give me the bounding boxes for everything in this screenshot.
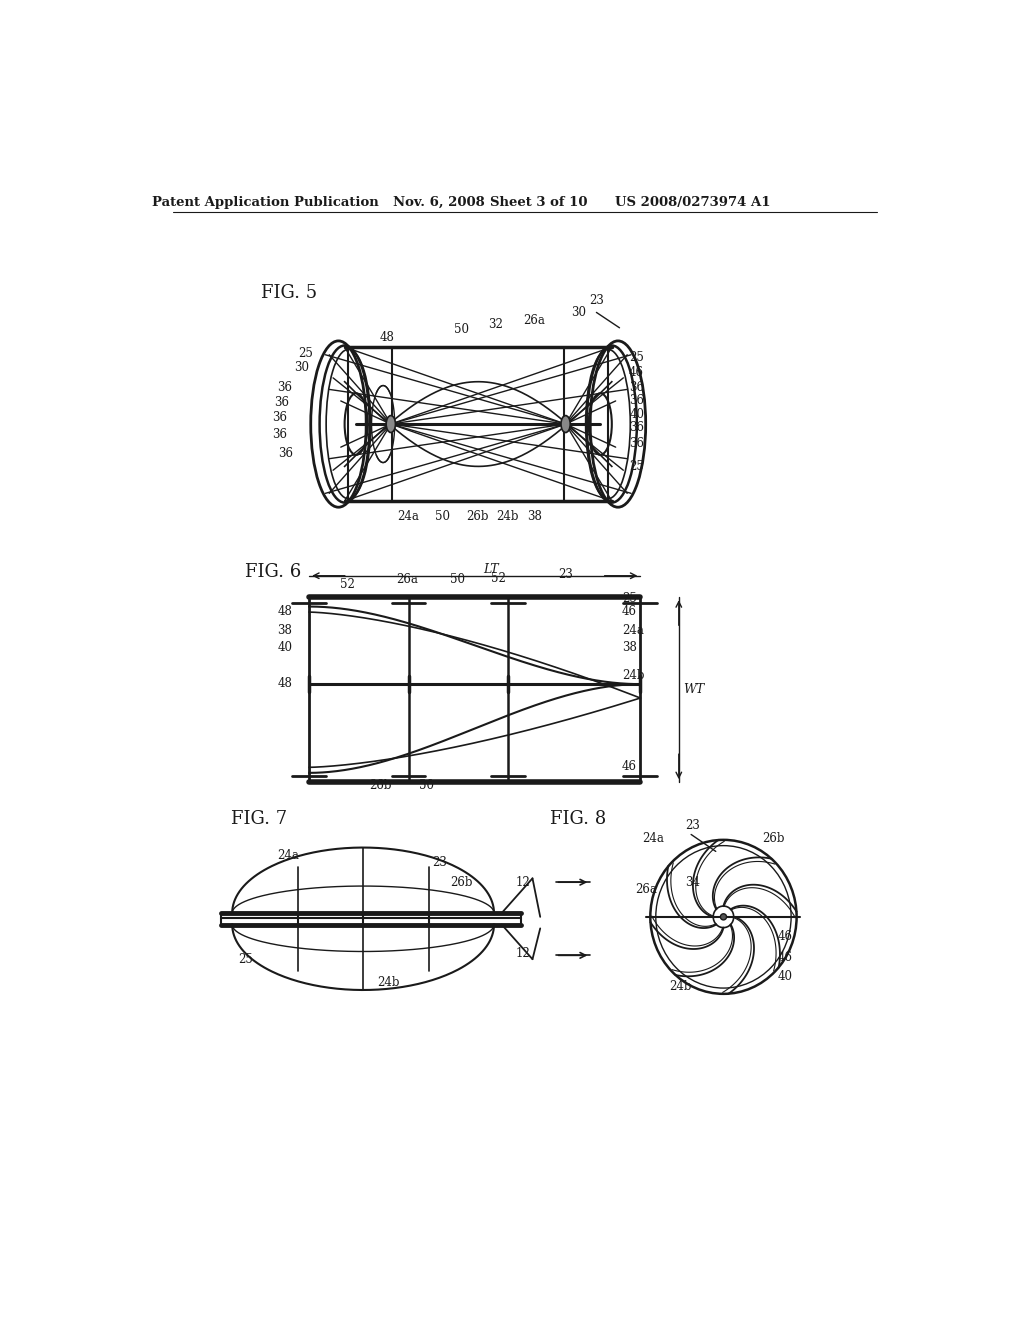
Text: 38: 38 <box>527 510 543 523</box>
Text: 25: 25 <box>630 351 644 363</box>
Text: 38: 38 <box>278 624 292 638</box>
Text: 48: 48 <box>278 677 292 690</box>
Text: 50: 50 <box>435 510 450 523</box>
Text: 24b: 24b <box>670 979 692 993</box>
Text: 23: 23 <box>432 857 447 870</box>
Text: 25: 25 <box>630 459 644 473</box>
Text: 26b: 26b <box>466 510 488 523</box>
Text: 23: 23 <box>685 818 699 832</box>
Text: WT: WT <box>684 684 705 696</box>
Text: 40: 40 <box>777 970 793 982</box>
Text: 24b: 24b <box>622 669 644 682</box>
Text: 23: 23 <box>558 568 572 581</box>
Ellipse shape <box>386 416 395 433</box>
Text: 36: 36 <box>272 428 288 441</box>
Text: 40: 40 <box>630 408 644 421</box>
Text: 30: 30 <box>571 306 586 319</box>
Text: LT: LT <box>483 564 499 576</box>
Text: 36: 36 <box>630 437 644 450</box>
Text: 46: 46 <box>629 366 644 379</box>
Text: 52: 52 <box>340 578 355 591</box>
Text: FIG. 6: FIG. 6 <box>245 562 301 581</box>
Text: 32: 32 <box>488 318 504 331</box>
Text: 36: 36 <box>276 381 292 395</box>
Text: 26a: 26a <box>396 573 418 586</box>
Text: 23: 23 <box>589 294 603 308</box>
Text: 36: 36 <box>630 421 644 434</box>
Text: 36: 36 <box>630 395 644 408</box>
Text: FIG. 8: FIG. 8 <box>550 810 606 828</box>
Text: 12: 12 <box>515 946 530 960</box>
Text: 36: 36 <box>630 381 644 395</box>
Text: 38: 38 <box>622 640 637 653</box>
Text: 24a: 24a <box>276 849 299 862</box>
Text: 26b: 26b <box>370 779 392 792</box>
Text: 48: 48 <box>379 331 394 345</box>
Text: 36: 36 <box>279 446 294 459</box>
Text: Nov. 6, 2008: Nov. 6, 2008 <box>392 195 484 209</box>
Text: Sheet 3 of 10: Sheet 3 of 10 <box>489 195 588 209</box>
Text: 25: 25 <box>239 953 253 966</box>
Text: 52: 52 <box>490 572 506 585</box>
Text: 25: 25 <box>622 593 637 606</box>
Text: 12: 12 <box>515 875 530 888</box>
Text: 24b: 24b <box>377 975 399 989</box>
Text: 24b: 24b <box>497 510 519 523</box>
Text: US 2008/0273974 A1: US 2008/0273974 A1 <box>614 195 770 209</box>
Text: 24a: 24a <box>397 510 419 523</box>
Text: 48: 48 <box>278 605 292 618</box>
Text: 50: 50 <box>419 779 434 792</box>
Text: 36: 36 <box>272 411 288 424</box>
Text: 46: 46 <box>777 929 793 942</box>
Text: 25: 25 <box>298 347 313 360</box>
Text: 46: 46 <box>777 952 793 964</box>
Text: 50: 50 <box>454 323 469 335</box>
Ellipse shape <box>720 913 727 920</box>
Text: 46: 46 <box>622 760 637 774</box>
Text: 46: 46 <box>622 605 637 618</box>
Text: 36: 36 <box>274 396 290 409</box>
Text: FIG. 5: FIG. 5 <box>261 284 317 302</box>
Text: 24a: 24a <box>622 624 644 638</box>
Ellipse shape <box>561 416 570 433</box>
Text: 26a: 26a <box>635 883 656 896</box>
Text: 26b: 26b <box>451 875 473 888</box>
Text: 50: 50 <box>451 573 465 586</box>
Text: 26a: 26a <box>523 314 545 326</box>
Text: 34: 34 <box>685 875 700 888</box>
Text: FIG. 7: FIG. 7 <box>230 810 287 828</box>
Text: 40: 40 <box>278 640 292 653</box>
Text: Patent Application Publication: Patent Application Publication <box>152 195 379 209</box>
Text: 26b: 26b <box>762 832 784 845</box>
Text: 30: 30 <box>295 362 309 375</box>
Text: 24a: 24a <box>643 832 665 845</box>
